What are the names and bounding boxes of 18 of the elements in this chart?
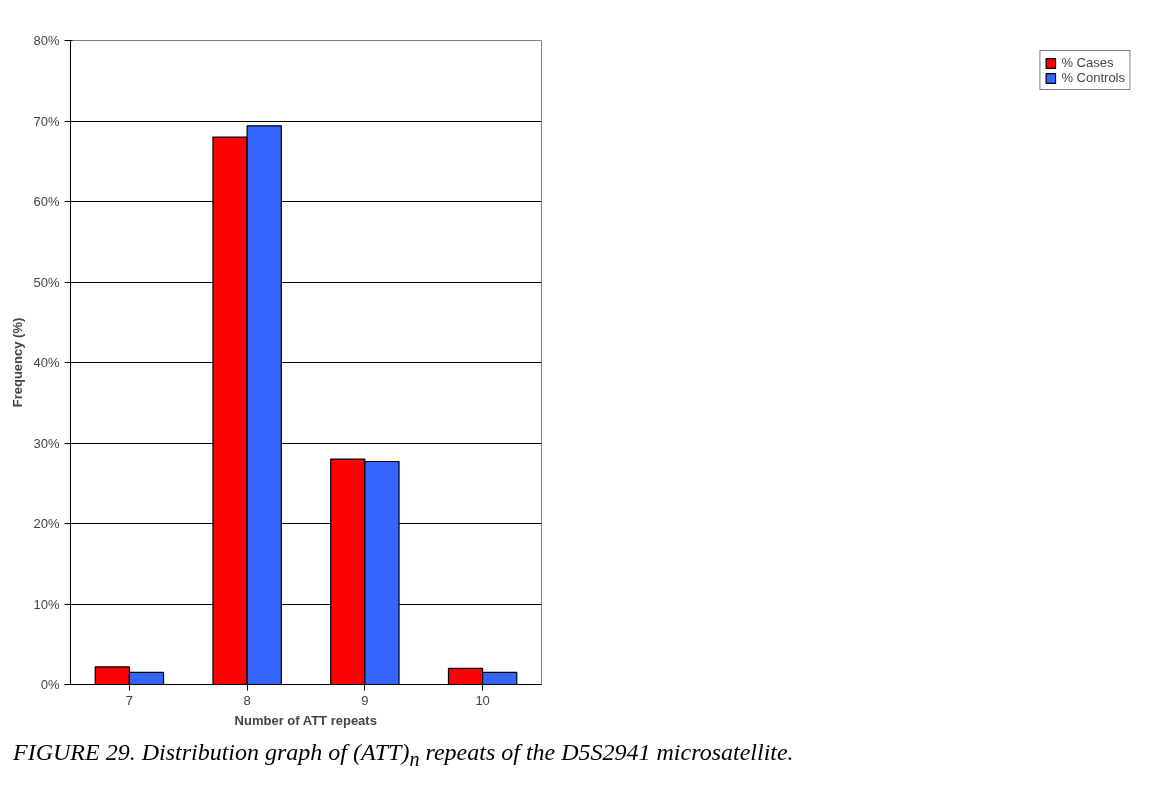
y-tick-label: 20% xyxy=(33,516,60,531)
legend-label: % Controls xyxy=(1061,70,1125,85)
y-tick-label: 40% xyxy=(33,355,60,370)
x-tick-label: 9 xyxy=(361,692,369,708)
y-tick-label: 10% xyxy=(33,596,60,612)
y-tick-label: 80% xyxy=(33,33,60,48)
y-tick-label: 60% xyxy=(33,194,60,209)
y-tick-label: 0% xyxy=(40,677,60,692)
y-axis-title: Frequency (%) xyxy=(10,317,26,408)
x-tick-label: 10 xyxy=(475,692,490,708)
x-tick-label: 8 xyxy=(243,692,251,708)
legend-label: % Cases xyxy=(1061,55,1114,70)
x-axis-title: Number of ATT repeats xyxy=(234,712,377,728)
y-tick-label: 70% xyxy=(33,113,60,129)
y-tick-label: 50% xyxy=(33,274,60,290)
caption: FIGURE 29. Distribution graph of (ATT)$_{n}$ repeats of the D5S2941 microsatellite. xyxy=(13,738,794,772)
x-tick-label: 7 xyxy=(125,692,133,708)
y-tick-label: 30% xyxy=(33,435,60,451)
